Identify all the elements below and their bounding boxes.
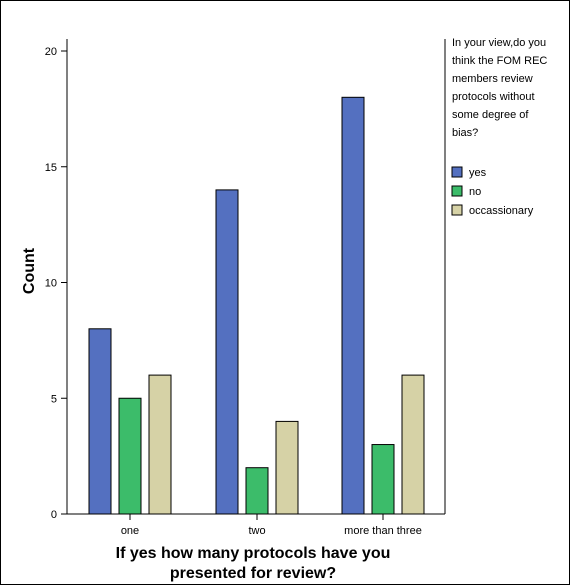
y-ticks: 0 5 10 15 20 (45, 46, 67, 521)
legend-title-line-2: think the FOM REC (452, 55, 547, 67)
legend-label-no: no (469, 186, 481, 198)
y-tick-label: 15 (45, 162, 57, 174)
bar-occassionary-one (148, 374, 172, 515)
legend-swatch-no (451, 185, 463, 197)
legend-swatch-occassionary (451, 204, 463, 216)
legend-title-line-3: members review (452, 73, 533, 85)
x-axis-title-line-2: presented for review? (170, 565, 336, 582)
x-tick-label: two (248, 525, 265, 537)
legend-title-line-5: some degree of (452, 109, 529, 121)
legend-swatch-yes (451, 166, 463, 178)
y-tick-label: 5 (51, 393, 57, 405)
legend-label-occassionary: occassionary (469, 205, 534, 217)
bar-occassionary-two (275, 420, 299, 515)
x-ticks: one two more than three (121, 514, 422, 537)
bar-occassionary-more-than-three (401, 374, 425, 515)
axes: 0 5 10 15 20 one two more than three (45, 39, 446, 537)
legend-title-line-1: In your view,do you (452, 37, 546, 49)
legend-title-line-4: protocols without (452, 91, 535, 103)
y-tick-label: 0 (51, 509, 57, 521)
x-axis-title-line-1: If yes how many protocols have you (116, 545, 391, 562)
legend-items: yes no occassionary (451, 166, 534, 217)
bar-yes-two (215, 189, 239, 515)
y-axis-title: Count (21, 247, 38, 294)
bar-yes-one (88, 328, 112, 515)
x-tick-label: one (121, 525, 139, 537)
x-tick-label: more than three (344, 525, 422, 537)
bar-yes-more-than-three (341, 96, 365, 515)
y-tick-label: 10 (45, 278, 57, 290)
legend: In your view,do you think the FOM REC me… (451, 37, 547, 217)
bar-no-more-than-three (371, 444, 395, 515)
bar-no-one (118, 397, 142, 515)
bar-no-two (245, 467, 269, 515)
legend-title-line-6: bias? (452, 127, 478, 139)
legend-label-yes: yes (469, 167, 487, 179)
y-tick-label: 20 (45, 46, 57, 58)
bars (88, 96, 425, 515)
